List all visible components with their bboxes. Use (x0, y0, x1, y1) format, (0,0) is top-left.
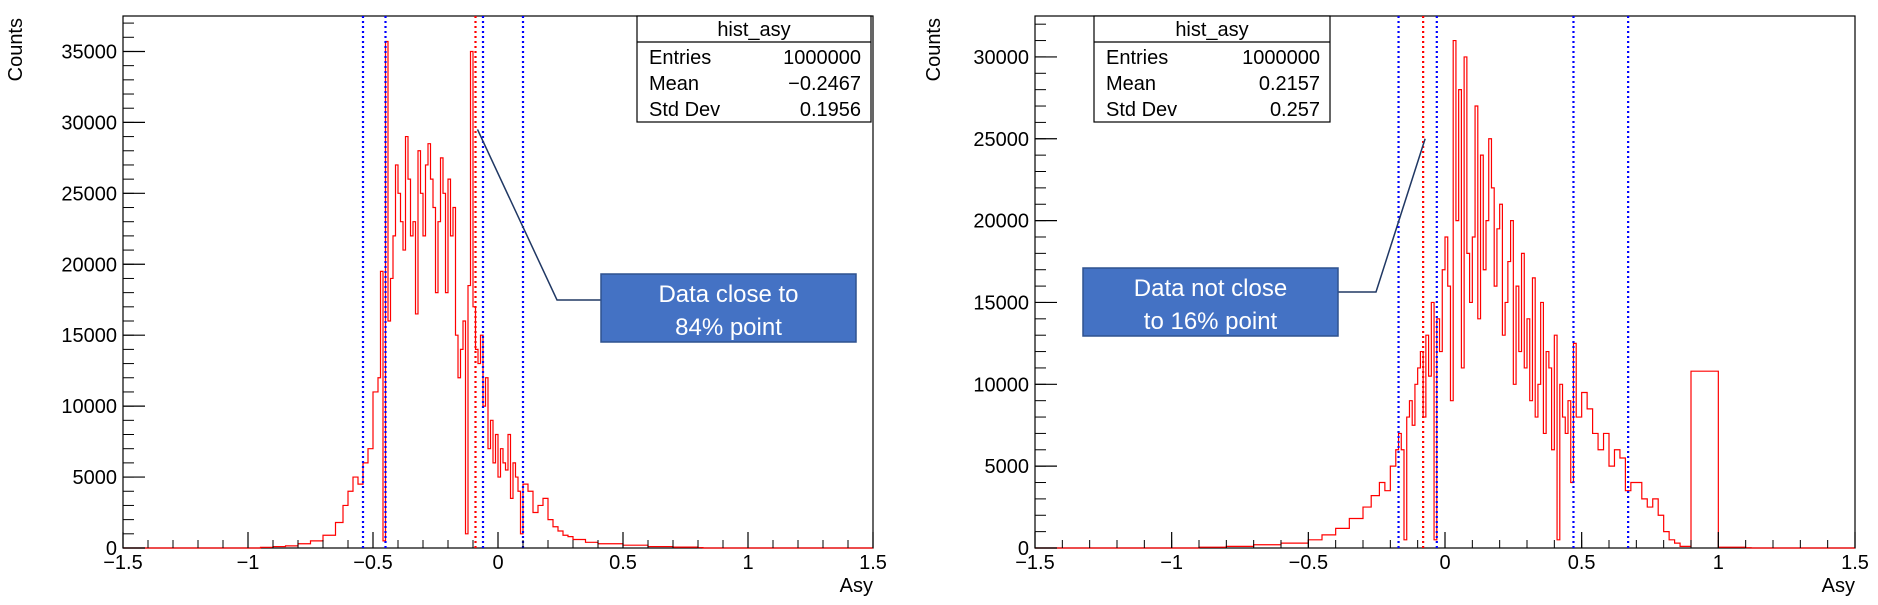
stats-row-value: −0.2467 (788, 73, 861, 95)
x-tick-label: −1 (1160, 552, 1183, 574)
y-axis-title: Counts (5, 18, 27, 81)
x-tick-label: 0 (1439, 552, 1450, 574)
histogram-line (123, 40, 873, 549)
stats-row-label: Mean (649, 73, 699, 95)
callout-text: 84% point (675, 314, 782, 341)
x-axis-title: Asy (1822, 575, 1855, 597)
y-tick-label: 20000 (973, 211, 1029, 233)
y-tick-label: 25000 (973, 129, 1029, 151)
y-axis-title: Counts (923, 18, 945, 81)
stats-box-frame (636, 15, 872, 123)
y-tick-label: 10000 (61, 396, 117, 418)
stats-row-label: Entries (1106, 47, 1168, 69)
x-axis-title: Asy (840, 575, 873, 597)
y-tick-label: 30000 (61, 112, 117, 134)
x-tick-label: 1 (1713, 552, 1724, 574)
y-tick-label: 25000 (61, 183, 117, 205)
stats-row-label: Std Dev (649, 99, 720, 121)
stats-title: hist_asy (1175, 19, 1248, 41)
y-tick-label: 10000 (973, 374, 1029, 396)
callout-text: Data not close (1134, 275, 1287, 302)
x-tick-label: 1 (742, 552, 753, 574)
y-tick-label: 0 (1018, 538, 1029, 560)
stats-row-label: Entries (649, 47, 711, 69)
stats-row-value: 1000000 (783, 47, 861, 69)
x-tick-label: 1.5 (859, 552, 887, 574)
y-tick-label: 5000 (73, 467, 118, 489)
stats-box-frame (1093, 15, 1331, 123)
callout-text: to 16% point (1144, 308, 1278, 335)
stats-box: hist_asy Entries 1000000 Mean −0.2467 Std Dev… (636, 15, 872, 123)
y-tick-label: 5000 (985, 456, 1030, 478)
y-tick-label: 20000 (61, 254, 117, 276)
x-tick-label: 0.5 (1568, 552, 1596, 574)
stats-row-value: 0.257 (1270, 99, 1320, 121)
y-tick-label: 35000 (61, 41, 117, 63)
x-tick-label: −1 (237, 552, 260, 574)
callout-text: Data close to (658, 281, 798, 308)
stats-box: hist_asy Entries 1000000 Mean 0.2157 Std Dev 0… (1093, 15, 1331, 123)
histogram-right: −1.5 −1 −0.5 0 0.5 1 1.5 0 5000 10000 15000 20000 25… (923, 15, 1869, 597)
callout-box (600, 273, 857, 343)
callout-box (1082, 267, 1339, 337)
callout-leader-line (476, 129, 601, 301)
stats-row-label: Mean (1106, 73, 1156, 95)
histogram-left: −1.5 −1 −0.5 0 0.5 1 1.5 0 5000 10000 15000 20000 25… (5, 15, 887, 597)
y-tick-label: 0 (106, 538, 117, 560)
x-tick-label: −0.5 (1289, 552, 1328, 574)
x-tick-label: −1.5 (1015, 552, 1054, 574)
histogram-line (1035, 39, 1855, 549)
callout-leader-line (1338, 138, 1426, 293)
x-tick-label: 1.5 (1841, 552, 1869, 574)
stats-row-label: Std Dev (1106, 99, 1177, 121)
stats-title: hist_asy (717, 19, 790, 41)
stats-row-value: 0.2157 (1259, 73, 1320, 95)
stats-row-value: 1000000 (1242, 47, 1320, 69)
x-tick-label: −0.5 (353, 552, 392, 574)
x-tick-label: 0.5 (609, 552, 637, 574)
x-tick-label: −1.5 (103, 552, 142, 574)
y-tick-label: 15000 (61, 325, 117, 347)
y-tick-label: 30000 (973, 47, 1029, 69)
stats-row-value: 0.1956 (800, 99, 861, 121)
x-tick-label: 0 (492, 552, 503, 574)
y-tick-label: 15000 (973, 292, 1029, 314)
